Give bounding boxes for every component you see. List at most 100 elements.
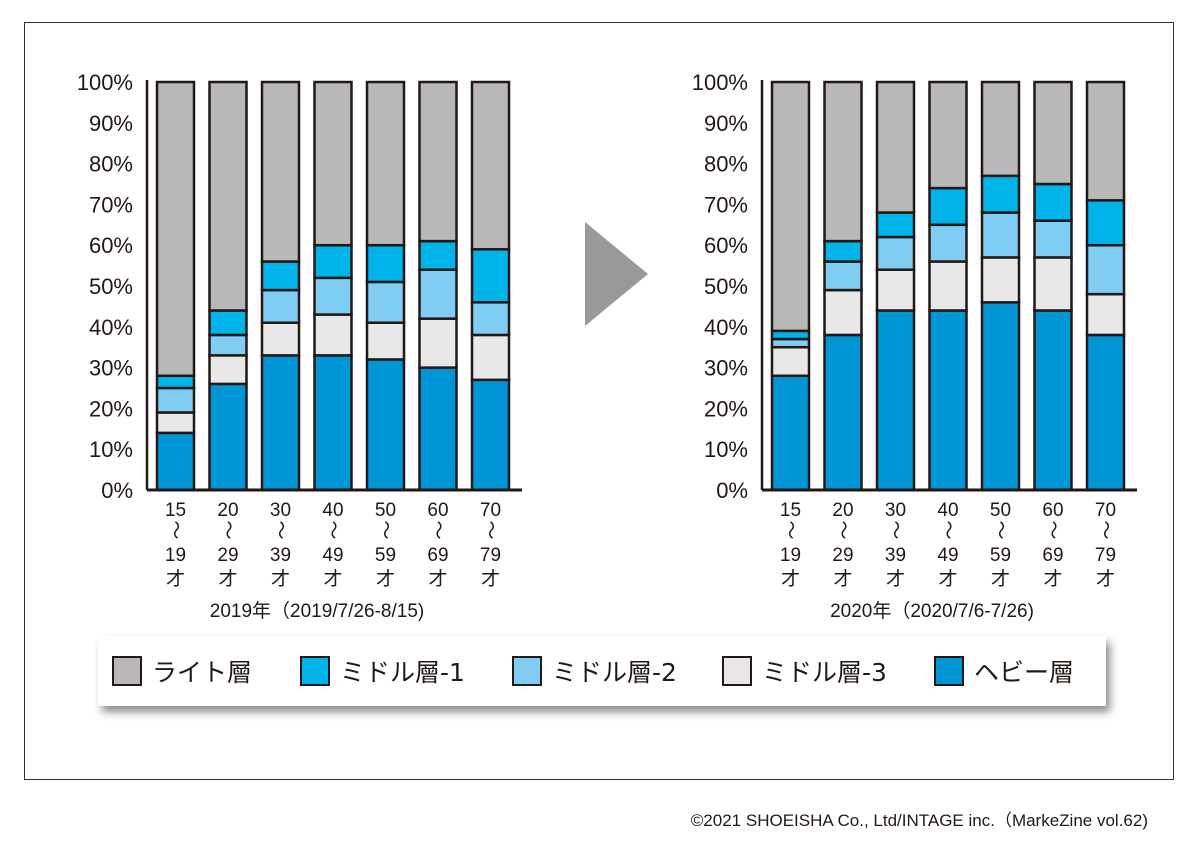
legend-swatch [722,656,752,686]
bar-segment [418,317,458,369]
y-tick-label: 30% [704,356,748,381]
bar-segment [313,313,353,357]
bar-segment [980,174,1021,214]
bar-segment [823,333,863,492]
legend-item-middle-1: ミドル層-1 [300,653,465,689]
bar-segment [980,80,1021,178]
x-tick-label: 49 [937,545,958,566]
x-tick-label: 20 [217,500,238,521]
y-tick-label: 10% [704,437,748,462]
bar-segment [155,374,196,390]
bar-segment [823,260,863,292]
bar-segment [823,80,863,243]
copyright-credit: ©2021 SHOEISHA Co., Ltd/INTAGE inc.（Mark… [690,811,1148,830]
bar-segment [770,374,811,492]
bar-segment [313,354,353,492]
legend-label: ミドル層-2 [552,658,677,687]
bar-segment [208,80,248,312]
bar-segment [313,243,353,280]
bar-segment [823,288,863,337]
y-tick-label: 60% [704,233,748,258]
legend-swatch [112,656,142,686]
legend-item-light: ライト層 [112,653,252,689]
x-tick-label: 69 [427,545,448,566]
bar-segment [1085,243,1126,296]
x-tick-label: 才 [991,568,1010,590]
bar-segment [365,280,406,324]
bar-segment [365,243,406,284]
x-tick-label: 20 [832,500,853,521]
y-tick-label: 40% [89,315,133,340]
legend-item-middle-3: ミドル層-3 [722,653,887,689]
x-tick-label: 50 [375,500,396,521]
x-tick-label: 40 [937,500,958,521]
x-tick-label: 59 [375,545,396,566]
bar-segment [208,309,248,337]
x-tick-label: 49 [322,545,343,566]
legend-label: ヘビー層 [974,658,1075,687]
y-tick-label: 40% [704,315,748,340]
x-tick-label: 〜 [427,520,448,539]
bar-segment [365,321,406,361]
y-tick-label: 0% [101,478,133,503]
x-tick-label: 〜 [322,520,343,539]
x-tick-label: 39 [270,545,291,566]
bar-segment [313,80,353,247]
y-tick-label: 90% [704,111,748,136]
bar-segment [208,382,248,492]
bar-segment [928,309,968,492]
bar-segment [770,80,811,333]
x-tick-label: 〜 [375,520,396,539]
x-tick-label: 〜 [832,520,853,539]
bar-segment [1033,256,1073,312]
y-tick-label: 80% [704,152,748,177]
x-tick-label: 〜 [937,520,958,539]
x-tick-label: 才 [1096,568,1115,590]
chart-caption: 2019年（2019/7/26-8/15) [210,600,424,622]
x-tick-label: 69 [1042,545,1063,566]
x-tick-label: 30 [885,500,906,521]
bar-segment [1085,333,1126,492]
bar-segment [1085,292,1126,337]
arrow-right-icon [585,222,648,326]
bar-segment [155,386,196,414]
bar-segment [823,239,863,263]
bar-segment [770,345,811,378]
x-tick-label: 〜 [1095,520,1116,539]
bar-segment [875,235,916,271]
x-tick-label: 才 [166,568,185,590]
y-tick-label: 0% [716,478,748,503]
x-tick-label: 才 [218,568,237,590]
bar-segment [875,309,916,492]
bar-segment [260,321,301,357]
bar-segment [365,358,406,492]
x-tick-label: 19 [780,545,801,566]
bar-segment [1033,182,1073,222]
legend-item-heavy: ヘビー層 [934,653,1074,689]
figure-frame [24,22,1174,780]
x-tick-label: 才 [886,568,905,590]
x-tick-label: 〜 [885,520,906,539]
y-tick-label: 100% [77,70,133,95]
bar-segment [1033,80,1073,186]
x-tick-label: 50 [990,500,1011,521]
x-tick-label: 才 [1043,568,1062,590]
x-tick-label: 30 [270,500,291,521]
y-tick-label: 20% [89,396,133,421]
y-tick-label: 30% [89,356,133,381]
x-tick-label: 60 [427,500,448,521]
y-tick-label: 20% [704,396,748,421]
bar-segment [875,268,916,312]
legend-label: ミドル層-1 [340,658,465,687]
bar-segment [260,354,301,492]
bar-segment [928,260,968,312]
bar-segment [470,80,511,251]
bar-segment [875,211,916,239]
x-tick-label: 才 [833,568,852,590]
x-tick-label: 〜 [1042,520,1063,539]
y-tick-label: 60% [89,233,133,258]
x-tick-label: 〜 [480,520,501,539]
bar-segment [470,301,511,337]
y-tick-label: 50% [89,274,133,299]
